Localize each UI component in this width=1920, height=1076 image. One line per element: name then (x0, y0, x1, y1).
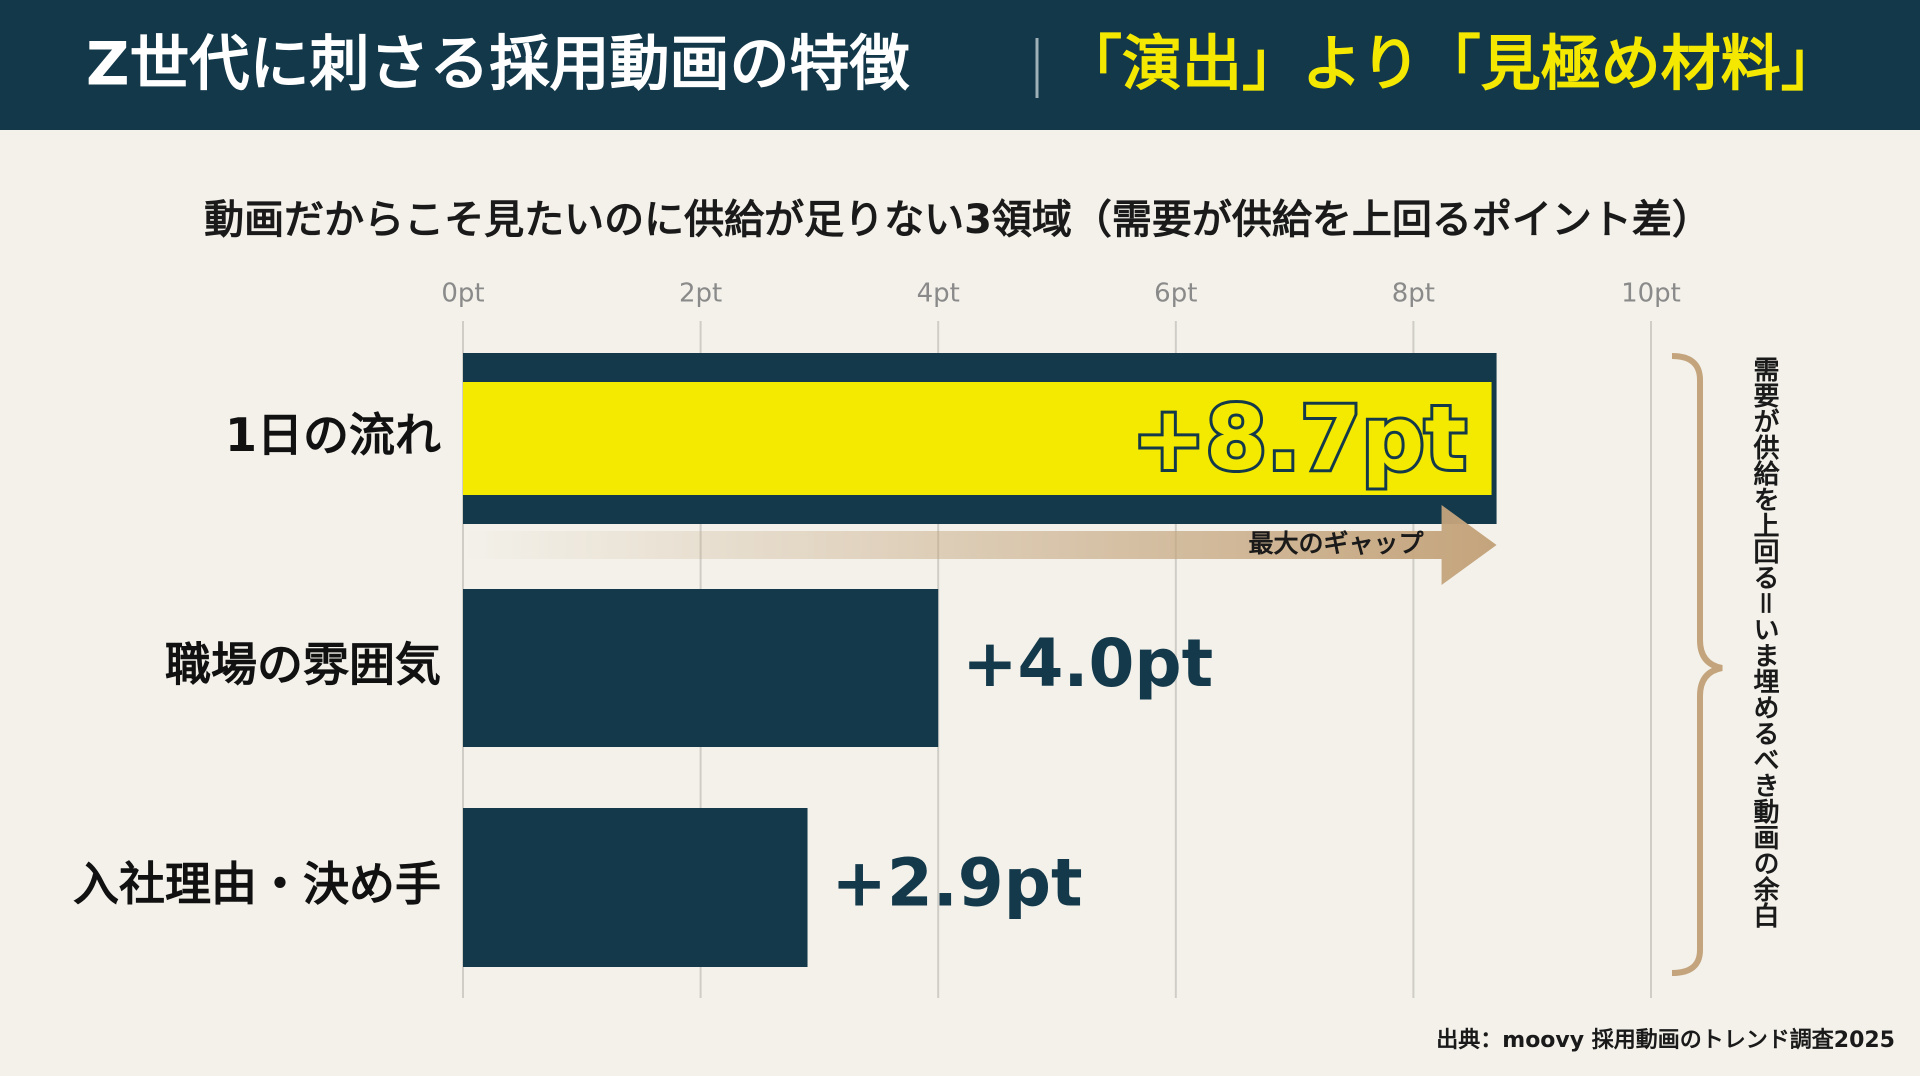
category-label: 1日の流れ (225, 408, 441, 462)
x-tick-label: 6pt (1154, 279, 1197, 309)
x-tick-label: 10pt (1621, 279, 1681, 309)
bar (463, 808, 808, 967)
source: 出典：moovy 採用動画のトレンド調査2025 (1436, 1027, 1895, 1053)
value-label: +4.0pt (962, 625, 1213, 702)
value-label: +8.7pt (1132, 387, 1467, 490)
x-tick-label: 0pt (441, 279, 484, 309)
chart-title: 動画だからこそ見たいのに供給が足りない3領域（需要が供給を上回るポイント差） (204, 197, 1712, 243)
header-highlight: 「演出」より「見極め材料」 (1062, 30, 1841, 100)
category-label: 職場の雰囲気 (165, 638, 441, 692)
bracket-note: 需要が供給を上回る＝いま埋めるべき動画の余白 (1749, 356, 1780, 928)
category-label: 入社理由・決め手 (73, 857, 441, 911)
x-tick-label: 8pt (1392, 279, 1435, 309)
header-band (0, 0, 1920, 130)
x-tick-label: 4pt (917, 279, 960, 309)
value-label: +2.9pt (832, 845, 1083, 922)
bar-highlight (463, 382, 1492, 495)
arrow-label: 最大のギャップ (1249, 529, 1425, 558)
gap-arrow (463, 505, 1497, 585)
bracket (1671, 353, 1723, 976)
bar (463, 589, 939, 747)
x-tick-label: 2pt (679, 279, 722, 309)
header-title: Z世代に刺さる採用動画の特徴 (86, 30, 911, 100)
